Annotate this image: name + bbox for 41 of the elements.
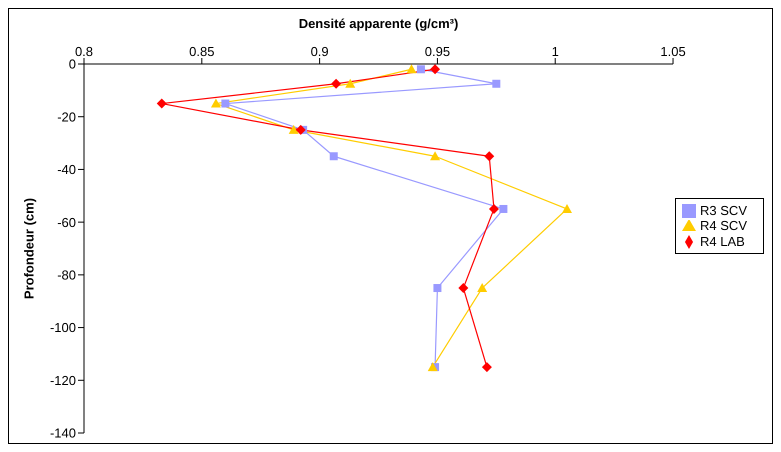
x-tick-label: 0.9	[310, 44, 329, 59]
point	[210, 98, 221, 108]
y-tick-label: -20	[57, 109, 76, 124]
x-tick-label: 1	[552, 44, 559, 59]
point	[499, 204, 508, 213]
x-tick-label: 0.85	[189, 44, 214, 59]
y-tick-label: -60	[57, 214, 76, 230]
point	[345, 78, 356, 88]
point	[331, 78, 342, 89]
y-tick-label: -100	[50, 320, 76, 336]
x-tick-label: 1.05	[660, 44, 686, 59]
point	[430, 64, 440, 74]
point	[484, 151, 494, 162]
y-tick-label: -120	[50, 372, 76, 388]
point	[482, 362, 492, 372]
point	[296, 124, 306, 135]
point	[477, 283, 488, 292]
y-axis-title: Profondeur (cm)	[22, 198, 37, 300]
y-tick-label: -40	[57, 162, 76, 178]
point	[433, 284, 442, 292]
x-tick-label: 0.95	[424, 44, 450, 59]
y-tick-label: -140	[50, 426, 76, 441]
point	[562, 204, 572, 213]
point	[488, 204, 499, 214]
x-tick-label: 0.8	[74, 44, 94, 59]
point	[406, 64, 416, 74]
legend-label: R3 SCV	[700, 202, 747, 218]
point	[458, 283, 468, 294]
point	[288, 124, 299, 134]
point	[428, 362, 438, 372]
legend-label: R4 LAB	[700, 234, 745, 249]
x-axis-title: Densité apparente (g/cm³)	[298, 16, 458, 32]
legend-label: R4 SCV	[700, 218, 747, 234]
y-tick-label: -80	[57, 267, 76, 282]
point	[330, 152, 338, 160]
point	[416, 65, 425, 74]
point	[156, 98, 167, 109]
y-tick-label: 0	[68, 56, 76, 72]
point	[492, 80, 500, 88]
point	[430, 151, 440, 160]
point	[221, 100, 230, 108]
